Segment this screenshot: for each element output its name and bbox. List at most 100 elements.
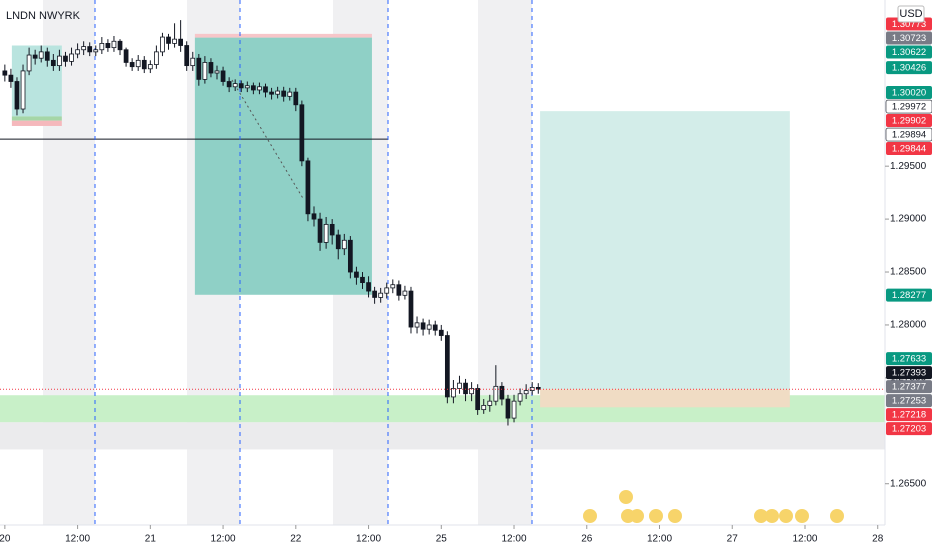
price-label-box — [886, 31, 932, 45]
x-tick-label: 12:00 — [792, 534, 817, 545]
candle-body — [299, 104, 305, 162]
candle-body — [26, 54, 32, 72]
price-label-box — [886, 142, 932, 156]
candle-body — [135, 59, 141, 68]
candle-body — [311, 213, 317, 220]
currency-box[interactable] — [897, 5, 925, 23]
candle-body — [535, 386, 541, 390]
candle-body — [335, 234, 341, 250]
candle-body — [93, 49, 99, 53]
price-label: 1.30723 — [892, 33, 926, 44]
candle-body — [178, 38, 184, 46]
price-label-box — [886, 352, 932, 366]
price-label: 1.29844 — [892, 144, 926, 155]
zone — [11, 120, 62, 126]
event-icon — [583, 509, 597, 523]
event-icon — [649, 509, 663, 523]
x-tick-label: 12:00 — [356, 534, 381, 545]
price-label: 1.30622 — [892, 47, 926, 58]
candle-body — [402, 290, 408, 296]
candle-body — [414, 322, 420, 328]
candle-body — [220, 70, 226, 82]
candle-body — [69, 53, 74, 62]
candle-body — [457, 382, 462, 389]
price-label: 1.29972 — [892, 102, 926, 113]
y-tick-label: 1.29500 — [890, 161, 927, 172]
x-tick-label: 12:00 — [65, 534, 90, 545]
zone — [540, 389, 790, 408]
candle-body — [529, 386, 535, 391]
candle-body — [105, 42, 111, 49]
candle-body — [354, 271, 359, 278]
event-icon — [779, 509, 793, 523]
candle-body — [372, 290, 377, 298]
price-label-box — [885, 127, 932, 142]
price-label-box — [886, 408, 932, 422]
candle-body — [190, 57, 196, 67]
x-tick-label: 21 — [145, 534, 157, 545]
event-icon — [619, 490, 633, 504]
candle-body — [499, 385, 505, 400]
candle-body — [8, 74, 14, 82]
price-label: 1.30426 — [892, 63, 926, 74]
price-label: 1.27393 — [892, 368, 926, 379]
candle-body — [451, 388, 456, 398]
candle-body — [141, 59, 147, 70]
candle-body — [57, 55, 62, 67]
candle-body — [396, 284, 402, 296]
y-tick-label: 1.29000 — [890, 214, 927, 225]
x-tick-label: 27 — [727, 534, 739, 545]
candle-body — [293, 91, 299, 106]
price-label-box — [885, 99, 932, 114]
price-label-box — [886, 45, 932, 59]
x-tick-label: 22 — [290, 534, 302, 545]
candle-body — [38, 51, 44, 59]
price-label: 1.27633 — [892, 354, 926, 365]
candle-body — [511, 400, 517, 419]
candle-body — [426, 324, 432, 330]
candle-body — [232, 83, 238, 88]
candle-body — [172, 38, 177, 44]
x-tick-label: 25 — [436, 534, 448, 545]
price-label: 1.30773 — [892, 19, 926, 30]
event-icon — [830, 509, 844, 523]
candle-body — [226, 81, 232, 88]
x-tick-label: 26 — [581, 534, 593, 545]
candle-body — [123, 49, 129, 63]
candle-body — [111, 40, 117, 49]
candle-body — [444, 335, 450, 398]
x-tick-label: 20 — [0, 534, 11, 545]
zone — [194, 33, 372, 38]
price-label-box — [886, 114, 932, 128]
candle-body — [44, 51, 50, 61]
zone — [0, 422, 885, 450]
y-tick-label: 1.28000 — [890, 320, 927, 331]
candle-body — [505, 398, 511, 419]
candle-body — [208, 62, 214, 74]
currency[interactable]: USD — [899, 8, 922, 20]
price-label: 1.27253 — [892, 396, 926, 407]
candle-body — [20, 70, 26, 110]
price-label-box — [886, 86, 932, 100]
candles — [0, 20, 885, 426]
candle-body — [408, 290, 414, 328]
price-label: 1.29902 — [892, 116, 926, 127]
trade-path — [231, 79, 305, 201]
candle-body — [14, 81, 20, 110]
zone — [11, 116, 62, 121]
x-tick-label: 28 — [872, 534, 884, 545]
price-label-box — [886, 380, 932, 394]
candle-body — [147, 64, 153, 70]
candle-body — [63, 55, 68, 62]
candle-body — [469, 388, 474, 395]
x-tick-label: 12:00 — [211, 534, 236, 545]
x-tick-label: 12:00 — [647, 534, 672, 545]
price-label: 1.28277 — [892, 290, 926, 301]
candle-body — [214, 70, 220, 74]
candle-body — [360, 276, 365, 284]
candle-body — [202, 62, 208, 80]
x-tick-label: 12:00 — [502, 534, 527, 545]
candle-body — [390, 284, 396, 289]
